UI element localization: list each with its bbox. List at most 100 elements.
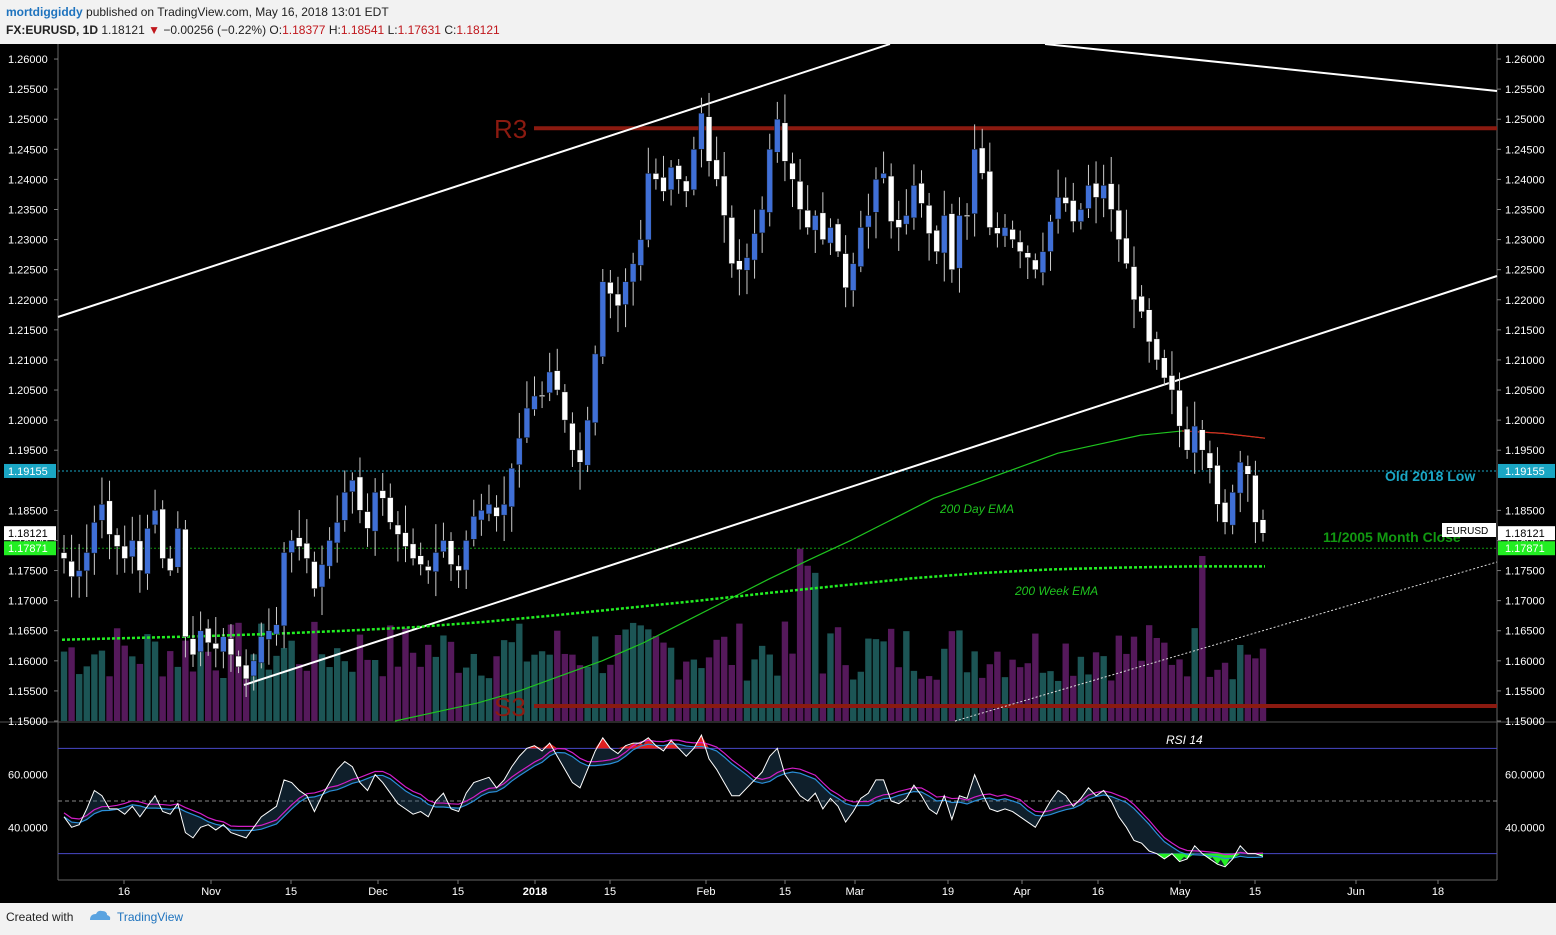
candle-body [933,230,940,252]
rsi-line [63,733,1264,868]
candle-body [447,540,455,565]
candle-body [1138,296,1145,313]
volume-bar [910,670,918,721]
price-label-left: 1.18121 [8,528,48,540]
volume-bar [1244,654,1252,721]
candle-body [546,371,553,394]
price-label-left-bg [4,541,56,556]
price-chart[interactable]: 1.26000 1.26000 1.25500 1.25500 1.25000 1.250… [0,44,1556,903]
rsi-tick-right: 40.0000 [1505,822,1545,834]
volume-bar [781,621,789,721]
volume-bar [1161,642,1168,721]
candle-body [941,215,948,254]
candle-body [1168,375,1176,391]
volume-bar [508,642,515,721]
rsi-tick-left: 40.0000 [8,822,48,834]
price-tick-right: 1.21500 [1505,325,1545,337]
volume-bar [531,654,538,721]
volume-bar [751,659,758,721]
candle-body [804,209,811,228]
volume-bar [516,623,523,721]
volume-bar [1138,660,1145,721]
candle-body [895,219,902,228]
volume-bar [417,666,424,721]
volume-bar [1100,656,1107,721]
volume-bar [136,663,144,721]
time-tick: 15 [1249,886,1261,898]
volume-bar [827,633,834,721]
volume-bar [569,654,576,721]
candle-body [387,497,394,523]
price-tick-right: 1.17500 [1505,566,1545,578]
month-close-label: 11/2005 Month Close [1323,529,1461,545]
price-tick-right: 1.21000 [1505,355,1545,367]
candle-body [60,552,68,559]
candle-body [903,215,910,225]
volume-bar [895,667,902,721]
price-tick-right: 1.23500 [1505,204,1545,216]
chart-header: mortdiggiddy published on TradingView.co… [0,0,1556,44]
down-arrow-icon: ▼ [148,23,160,37]
price-tick-left: 1.22500 [8,265,48,277]
descending-trendline [1044,44,1498,92]
volume-bar [918,678,925,721]
volume-bar [796,548,804,721]
candle-body [705,116,713,162]
volume-bar [83,666,90,721]
volume-bar [789,653,796,721]
candle-body [288,540,295,553]
rsi-overbought-fill [693,735,710,749]
volume-bar [265,669,273,721]
candle-body [751,233,758,261]
time-tick: 15 [285,886,297,898]
candle-body [1221,502,1229,523]
candle-body [106,500,113,535]
candle-body [197,630,204,653]
candle-body [167,558,174,571]
volume-bar [1054,680,1062,721]
candle-body [1070,200,1077,222]
volume-bar [941,648,948,721]
volume-bar [98,650,106,721]
volume-bar [167,651,174,721]
rsi-signal-line [63,739,1264,856]
volume-bar [607,664,614,721]
author-link[interactable]: mortdiggiddy [6,5,83,19]
candle-body [113,534,121,547]
symbol-tag-bg [1442,523,1496,537]
high-value: 1.18541 [340,23,385,37]
price-tick-right: 1.23000 [1505,235,1545,247]
price-tick-left: 1.16000 [8,656,48,668]
candle-body [189,638,197,656]
volume-bar [1123,653,1130,721]
volume-bar [1092,652,1100,721]
price-tick-left: 1.22000 [8,295,48,307]
volume-bar [1199,556,1206,721]
created-with-text: Created with [6,910,74,924]
volume-bar [326,667,333,721]
volume-bar [584,666,591,721]
candle-body [743,257,751,271]
volume-bar [91,654,98,721]
candle-body [121,545,128,559]
volume-bar [258,623,265,721]
volume-bar [903,631,910,721]
tradingview-link[interactable]: TradingView [117,910,184,924]
candle-body [417,555,424,565]
candles [60,92,1267,698]
symbol-label[interactable]: FX:EURUSD, 1D [6,23,99,37]
candle-body [963,214,971,217]
candle-body [538,394,546,397]
volume-bar [1145,625,1153,721]
price-label-right: 1.19155 [1505,466,1545,478]
candle-body [151,510,159,526]
candle-body [432,552,439,572]
candle-body [364,511,371,529]
volume-bar [933,679,940,721]
rsi-tick-left: 60.0000 [8,770,48,782]
candle-body [857,227,864,267]
volume-bar [1115,635,1123,721]
upper-channel-line [57,44,891,318]
volume-bar [986,664,993,721]
candle-body [1252,475,1259,523]
